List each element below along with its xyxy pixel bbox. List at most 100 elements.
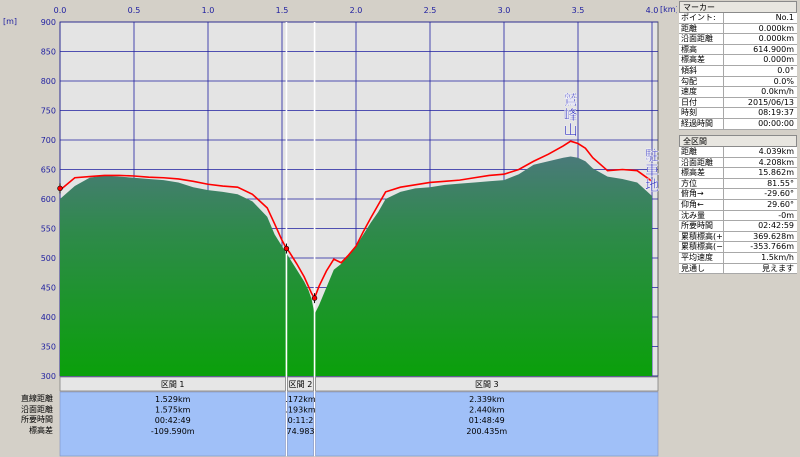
info-key: 仰角← [679, 199, 724, 210]
info-key: 沈み量 [679, 210, 724, 221]
info-row: 平均速度 1.5km/h [679, 252, 797, 264]
route-markers[interactable] [57, 183, 318, 304]
info-key: 平均速度 [679, 252, 724, 263]
section-body-cell [315, 391, 659, 457]
x-tick-label: 4.0 [646, 6, 659, 15]
marker-info-table: ポイント: No.1 距離 0.000km 沿面距離 0.000km 標高 614.900m 標… [679, 13, 797, 130]
section-header-cell [315, 376, 659, 392]
info-row: 時刻 08:19:37 [679, 108, 797, 119]
x-tick-label: 3.0 [498, 6, 511, 15]
x-tick-label: 1.0 [202, 6, 215, 15]
info-value: -353.766m [750, 242, 794, 252]
info-value: 02:42:59 [758, 221, 794, 231]
section-value: 1.529km [155, 395, 191, 404]
info-value: 0.0° [777, 65, 794, 75]
x-tick-label: 2.5 [424, 6, 437, 15]
x-tick-label: 2.0 [350, 6, 363, 15]
x-axis-ticks: 0.0 0.5 1.0 1.5 2.0 2.5 3.0 3.5 4.0 [54, 6, 659, 15]
info-key: 累積標高(+) [681, 231, 724, 242]
info-value: 1.5km/h [761, 252, 794, 262]
info-row: 沿面距離 0.000km [679, 34, 797, 45]
y-tick-label: 600 [41, 195, 56, 204]
info-value: 0.000m [763, 55, 794, 65]
label-route-distance: 沿面距離 [21, 404, 53, 414]
info-row: 所要時間 02:42:59 [679, 221, 797, 232]
label-straight-distance: 直線距離 [21, 394, 53, 403]
info-key: 日付 [679, 97, 724, 108]
section-value: -109.590m [151, 427, 195, 436]
section-value: 1.575km [155, 406, 191, 415]
y-tick-label: 500 [41, 254, 56, 263]
info-row: 沈み量 -0m [679, 210, 797, 222]
info-key: 所要時間 [679, 221, 724, 231]
y-tick-label: 900 [41, 18, 56, 27]
info-row: 日付 2015/06/13 [679, 97, 797, 109]
info-row: 標高差 0.000m [679, 55, 797, 66]
route-marker [311, 295, 318, 301]
label-elevation-diff: 標高差 [29, 425, 53, 435]
info-key: 標高 [679, 44, 724, 55]
annotation-char: 駐 [645, 148, 659, 164]
info-key: 標高差 [679, 168, 724, 178]
section-title: 区間 2 [289, 380, 313, 389]
info-value: 見えます [762, 263, 794, 273]
info-key: 方位 [679, 178, 724, 189]
section-value: 00:42:49 [155, 416, 191, 425]
y-tick-label: 800 [41, 77, 56, 86]
route-marker [283, 245, 290, 252]
info-key: 距離 [679, 147, 724, 157]
x-tick-label: 0.0 [54, 6, 67, 15]
info-row: 標高 614.900m [679, 44, 797, 56]
info-key: 経過時間 [679, 118, 724, 129]
section-value: .172km [285, 395, 315, 404]
info-value: No.1 [775, 13, 794, 22]
annotation-char: 山 [564, 123, 578, 139]
elevation-profile-chart[interactable]: 0.0 0.5 1.0 1.5 2.0 2.5 3.0 3.5 4.0 300 350 400 450… [0, 0, 677, 457]
terrain-area [60, 156, 652, 376]
x-tick-label: 0.5 [128, 6, 141, 15]
info-value: 81.55° [767, 178, 794, 188]
info-key: 時刻 [679, 108, 724, 118]
label-time: 所要時間 [21, 415, 53, 425]
x-tick-label: 3.5 [572, 6, 585, 15]
section-value: 2.440km [469, 406, 505, 415]
x-tick-label: 1.5 [276, 6, 289, 15]
total-info-table: 距離 4.039km 沿面距離 4.208km 標高差 15.862m 方位 81.55° 俯角… [679, 147, 797, 275]
section-title: 区間 3 [475, 380, 499, 389]
info-key: 俯角→ [679, 189, 724, 199]
y-tick-label: 450 [41, 284, 56, 293]
info-row: 方位 81.55° [679, 178, 797, 190]
section-body-cell [59, 391, 286, 457]
section-boundaries [285, 22, 316, 456]
route-marker [57, 185, 63, 192]
summary-row-labels: 直線距離 沿面距離 所要時間 標高差 [0, 394, 58, 436]
info-key: 傾斜 [679, 65, 724, 76]
info-key: 距離 [679, 23, 724, 34]
section-title: 区間 1 [161, 380, 185, 389]
info-value: 29.60° [767, 199, 794, 209]
info-value: 00:00:00 [758, 118, 794, 128]
info-key: 標高差 [679, 55, 724, 65]
info-row: 勾配 0.0% [679, 76, 797, 88]
info-value: 08:19:37 [758, 108, 794, 118]
y-axis-ticks: 300 350 400 450 500 550 600 650 700 750 800 850 900 [41, 18, 56, 381]
info-value: 614.900m [753, 44, 794, 54]
info-row: 傾斜 0.0° [679, 65, 797, 77]
section-body-cell [287, 391, 314, 457]
annotation-char: 地 [645, 178, 659, 194]
section-value: 200.435m [466, 427, 507, 436]
section-value: 01:48:49 [469, 416, 505, 425]
info-key: 勾配 [679, 76, 724, 87]
section-value: 74.983 [287, 427, 315, 436]
info-row: 累積標高(+) 369.628m [679, 231, 797, 243]
info-row: 経過時間 00:00:00 [679, 118, 797, 130]
info-key: 見通し [679, 263, 724, 274]
info-value: -0m [778, 210, 794, 220]
annotation-char: 峰 [564, 108, 578, 124]
info-value: 4.208km [758, 157, 794, 167]
info-value: 0.000km [758, 23, 794, 33]
total-panel-title: 全区間 [679, 135, 797, 147]
info-row: 標高差 15.862m [679, 168, 797, 179]
